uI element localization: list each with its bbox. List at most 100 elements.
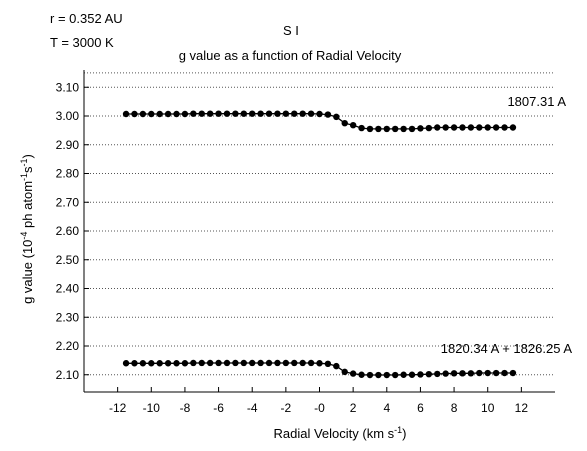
data-point — [282, 110, 290, 117]
data-point — [257, 110, 264, 117]
data-point — [316, 110, 323, 118]
series-label-1820-1826: 1820.34 A + 1826.25 A — [441, 341, 573, 356]
data-point — [249, 359, 256, 367]
data-point — [509, 124, 517, 131]
data-point — [417, 125, 424, 132]
data-point — [434, 124, 441, 131]
chart-title: g value as a function of Radial Velocity — [179, 48, 402, 63]
data-point — [366, 125, 374, 133]
data-point — [223, 110, 231, 117]
y-axis-label-main: g value (10 — [20, 240, 35, 304]
data-point — [316, 360, 323, 367]
data-point — [425, 370, 433, 378]
data-point — [434, 370, 441, 378]
data-point — [358, 124, 365, 132]
data-point — [476, 124, 483, 131]
data-point — [139, 110, 147, 118]
radius-label: r = 0.352 AU — [50, 11, 123, 26]
data-point — [257, 359, 264, 367]
data-point — [358, 371, 365, 378]
data-point — [198, 110, 205, 117]
data-point — [341, 119, 348, 127]
data-point — [265, 110, 273, 117]
data-point — [366, 371, 374, 379]
y-axis-label-sup1: -4 — [19, 232, 29, 240]
data-point — [265, 359, 273, 367]
data-point — [131, 360, 138, 367]
data-point — [173, 360, 180, 367]
data-point — [484, 369, 491, 377]
data-point — [375, 371, 382, 379]
y-tick-label: 3.10 — [56, 80, 80, 94]
x-ticks: -12 -10 -8 -6 -4 -2 -0 2 4 6 8 10 12 — [109, 387, 528, 415]
data-point — [459, 124, 466, 131]
data-point — [122, 360, 130, 367]
data-point — [383, 371, 390, 379]
x-tick-label: 4 — [383, 401, 390, 415]
data-point — [391, 371, 399, 379]
data-point — [341, 368, 348, 376]
x-tick-label: 2 — [350, 401, 357, 415]
data-point — [249, 110, 256, 117]
data-point — [274, 359, 281, 367]
y-tick-label: 3.00 — [56, 109, 80, 123]
data-point — [484, 124, 491, 131]
data-point — [383, 125, 390, 133]
x-axis-label-sup: -1 — [394, 425, 402, 435]
data-point — [375, 125, 382, 133]
x-tick-label: 6 — [417, 401, 424, 415]
y-axis-label-sup2: -1 — [19, 173, 29, 181]
data-point — [492, 369, 500, 377]
data-point — [215, 359, 222, 367]
data-point — [232, 359, 239, 367]
data-point — [240, 359, 248, 367]
y-tick-label: 2.70 — [56, 195, 80, 209]
data-point — [215, 110, 222, 117]
data-point — [291, 359, 298, 367]
data-point — [164, 110, 172, 118]
x-tick-label: -6 — [213, 401, 224, 415]
data-point — [274, 110, 281, 117]
data-point — [181, 360, 189, 367]
data-point — [408, 125, 416, 133]
data-point — [181, 110, 189, 118]
x-tick-label: 10 — [481, 401, 495, 415]
data-point — [349, 122, 357, 129]
data-point — [501, 124, 508, 131]
y-tick-label: 2.40 — [56, 282, 80, 296]
data-point — [501, 369, 508, 377]
data-point — [198, 359, 205, 367]
species-label: S I — [283, 23, 299, 38]
data-point — [333, 113, 340, 121]
x-tick-label: -2 — [281, 401, 292, 415]
data-point — [450, 370, 458, 377]
data-point — [425, 124, 433, 132]
data-point — [190, 110, 197, 117]
y-tick-label: 2.10 — [56, 368, 80, 382]
data-point — [164, 360, 172, 367]
y-tick-label: 2.50 — [56, 253, 80, 267]
y-ticks: 2.10 2.20 2.30 2.40 2.50 2.60 2.70 2.80 2.90 3.00… — [56, 80, 89, 382]
data-point — [190, 359, 197, 367]
data-point — [442, 370, 449, 377]
data-point — [122, 110, 130, 118]
data-point — [400, 125, 407, 133]
data-point — [232, 110, 239, 117]
data-point — [131, 110, 138, 118]
data-point — [139, 360, 147, 367]
data-point — [324, 360, 332, 368]
data-point — [148, 360, 155, 367]
data-point — [391, 125, 399, 133]
x-tick-label: -4 — [247, 401, 258, 415]
data-point — [240, 110, 248, 117]
data-point — [156, 360, 163, 367]
data-point — [173, 110, 180, 118]
data-point — [467, 124, 475, 131]
data-point — [467, 370, 475, 377]
data-point — [492, 124, 500, 131]
data-point — [442, 124, 449, 131]
data-point — [299, 359, 306, 367]
data-point — [223, 359, 231, 367]
data-point — [206, 110, 214, 117]
